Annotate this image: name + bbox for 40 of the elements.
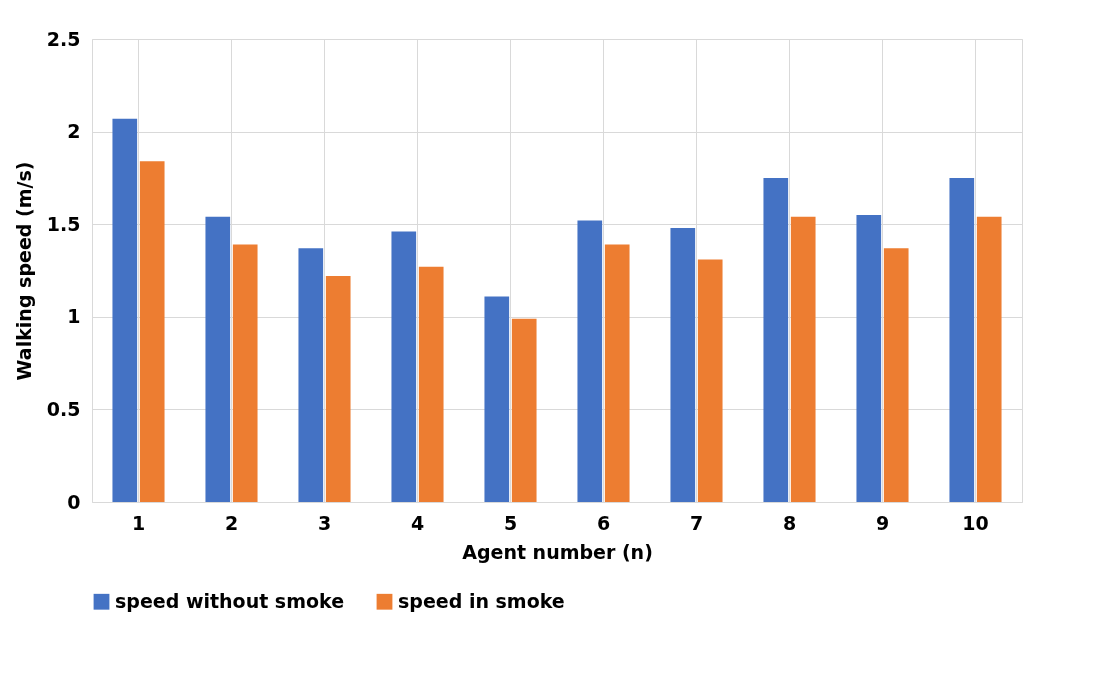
bar	[139, 161, 165, 502]
bar	[232, 244, 258, 502]
bar	[511, 318, 537, 502]
x-tick-label: 9	[875, 511, 890, 534]
bar	[112, 118, 138, 502]
bar	[856, 214, 882, 502]
bar	[391, 231, 417, 502]
x-tick-label: 3	[317, 511, 332, 534]
bar	[949, 177, 975, 502]
bar	[883, 248, 909, 502]
bar	[697, 259, 723, 502]
bar	[577, 220, 603, 502]
bar	[604, 244, 630, 502]
bar	[205, 216, 231, 502]
x-tick-label: 10	[962, 511, 989, 534]
bar	[484, 296, 510, 502]
bar	[418, 266, 444, 502]
x-tick-label: 1	[131, 511, 146, 534]
x-tick-label: 8	[782, 511, 797, 534]
y-tick-label: 2	[67, 120, 81, 143]
x-tick-label: 5	[503, 511, 518, 534]
y-tick-label: 0	[67, 490, 81, 513]
bar	[976, 216, 1002, 502]
bar	[790, 216, 816, 502]
y-tick-label: 1.5	[46, 212, 81, 235]
x-tick-label: 2	[224, 511, 239, 534]
x-tick-label: 4	[410, 511, 425, 534]
bar	[325, 276, 351, 502]
y-tick-label: 2.5	[46, 27, 81, 50]
bar	[763, 177, 789, 502]
y-axis-title: Walking speed (m/s)	[12, 161, 35, 381]
legend-label: speed in smoke	[398, 589, 565, 612]
x-tick-label: 7	[689, 511, 704, 534]
bar	[670, 227, 696, 502]
y-tick-label: 1	[67, 305, 81, 328]
x-axis-title: Agent number (n)	[462, 540, 653, 563]
bar	[298, 248, 324, 502]
legend-label: speed without smoke	[115, 589, 345, 612]
x-tick-label: 6	[596, 511, 611, 534]
y-tick-label: 0.5	[46, 397, 81, 420]
